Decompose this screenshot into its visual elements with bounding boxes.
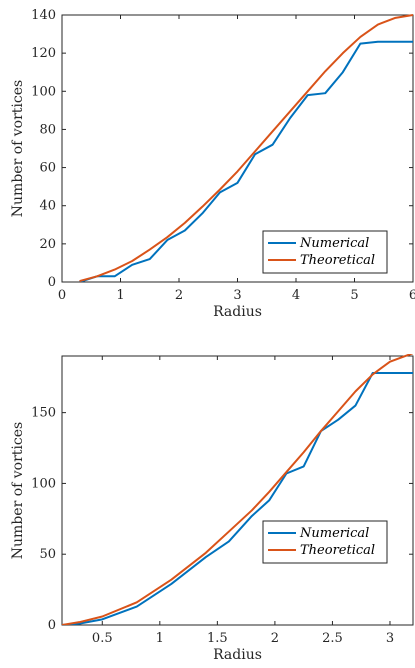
y-tick-label: 100	[31, 84, 56, 99]
y-tick-label: 40	[39, 199, 56, 214]
y-tick-label: 120	[31, 46, 56, 61]
x-tick-label: 2	[175, 288, 183, 303]
x-axis-label: Radius	[213, 304, 262, 320]
x-tick-label: 3	[386, 631, 394, 646]
legend-label-numerical: Numerical	[299, 526, 369, 541]
x-tick-label: 6	[409, 288, 415, 303]
y-tick-label: 100	[31, 476, 56, 491]
x-tick-label: 0.5	[92, 631, 113, 646]
y-tick-label: 50	[39, 547, 56, 562]
y-tick-label: 140	[31, 8, 56, 23]
series-line-numerical	[62, 371, 413, 625]
y-tick-label: 150	[31, 406, 56, 421]
series-line-theoretical	[79, 14, 413, 282]
plot-frame	[61, 355, 414, 626]
legend: Numerical Theoretical	[262, 520, 388, 564]
legend: Numerical Theoretical	[262, 230, 388, 274]
y-tick-label: 0	[48, 275, 56, 290]
x-axis-label: Radius	[213, 647, 262, 663]
x-tick-label: 5	[350, 288, 358, 303]
x-tick-label: 1.5	[207, 631, 228, 646]
y-tick-label: 20	[39, 237, 56, 252]
chart-panel-2: 0.5 1 1.5 2 2.5 3 0 50 100 150 Radius Number of vor…	[10, 354, 414, 663]
x-tick-label: 2	[271, 631, 279, 646]
x-tick-label: 1	[116, 288, 124, 303]
legend-label-theoretical: Theoretical	[300, 543, 375, 558]
y-tick-label: 0	[48, 618, 56, 633]
x-tick-label: 0	[58, 288, 66, 303]
series-line-theoretical	[62, 354, 413, 625]
series-line-numerical	[79, 40, 413, 282]
legend-label-numerical: Numerical	[299, 236, 369, 251]
x-tick-label: 2.5	[322, 631, 343, 646]
y-tick-label: 80	[39, 122, 56, 137]
legend-label-theoretical: Theoretical	[300, 253, 375, 268]
y-axis-label: Number of vortices	[10, 422, 26, 559]
x-tick-label: 1	[156, 631, 164, 646]
y-tick-label: 60	[39, 161, 56, 176]
x-tick-label: 4	[292, 288, 300, 303]
legend-box	[262, 230, 388, 274]
y-axis-label: Number of vortices	[10, 80, 26, 217]
x-tick-label: 3	[233, 288, 241, 303]
legend-box	[262, 520, 388, 564]
